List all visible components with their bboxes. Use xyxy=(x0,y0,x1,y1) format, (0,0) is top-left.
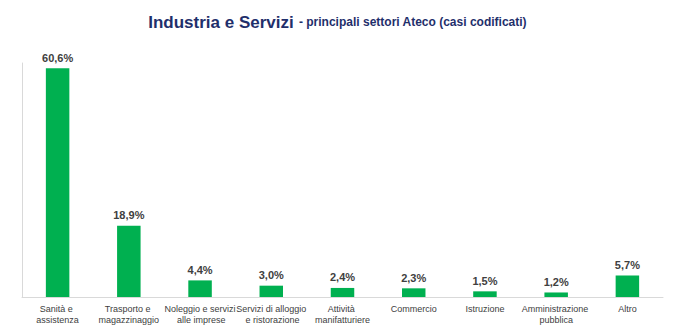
svg-text:alle imprese: alle imprese xyxy=(175,315,226,325)
svg-text:60,6%: 60,6% xyxy=(42,52,73,64)
svg-text:pubblica: pubblica xyxy=(539,315,573,325)
svg-text:Commercio: Commercio xyxy=(391,304,437,314)
svg-text:Industria e Servizi: Industria e Servizi xyxy=(148,13,294,32)
svg-text:- principali settori Ateco (ca: - principali settori Ateco (casi codific… xyxy=(299,15,527,29)
svg-text:1,5%: 1,5% xyxy=(472,275,497,287)
svg-text:2,4%: 2,4% xyxy=(330,271,355,283)
svg-text:4,4%: 4,4% xyxy=(188,264,213,276)
svg-text:e ristorazione: e ristorazione xyxy=(243,315,300,325)
svg-text:18,9%: 18,9% xyxy=(113,209,144,221)
svg-text:assistenza: assistenza xyxy=(36,315,79,325)
svg-text:Sanità e: Sanità e xyxy=(40,304,76,314)
svg-text:Attività: Attività xyxy=(328,304,358,314)
svg-text:Noleggio e servizi: Noleggio e servizi xyxy=(165,304,236,314)
svg-text:magazzinaggio: magazzinaggio xyxy=(99,315,160,325)
svg-text:Altro: Altro xyxy=(618,304,637,314)
svg-text:2,3%: 2,3% xyxy=(401,272,426,284)
svg-text:Istruzione: Istruzione xyxy=(465,304,504,314)
svg-text:3,0%: 3,0% xyxy=(259,269,284,281)
svg-text:manifatturiere: manifatturiere xyxy=(315,315,370,325)
svg-text:Amministrazione: Amministrazione xyxy=(522,304,591,314)
svg-text:Trasporto e: Trasporto e xyxy=(105,304,153,314)
svg-text:1,2%: 1,2% xyxy=(544,276,569,288)
svg-text:5,7%: 5,7% xyxy=(615,259,640,271)
svg-text:Servizi di alloggio: Servizi di alloggio xyxy=(236,304,306,314)
